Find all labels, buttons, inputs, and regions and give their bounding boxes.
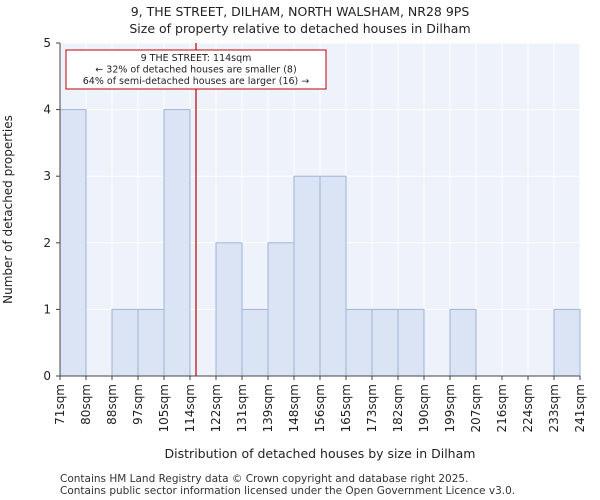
annotation-box [65,49,327,90]
x-tick-label: 216sqm [495,384,509,432]
chart-title-line2: Size of property relative to detached ho… [129,21,471,36]
x-tick-label: 105sqm [157,384,171,432]
x-tick-label: 148sqm [287,384,301,432]
y-tick-label: 0 [43,369,51,383]
x-tick-label: 156sqm [313,384,327,432]
x-tick-label: 182sqm [391,384,405,432]
histogram-bar [553,308,581,377]
y-axis-title: Number of detached properties [1,115,15,304]
histogram-bar [319,175,347,377]
histogram-bar [345,308,373,377]
x-tick-label: 80sqm [79,384,93,425]
x-tick-label: 233sqm [547,384,561,432]
x-tick-label: 122sqm [209,384,223,432]
y-tick-label: 3 [43,169,51,183]
annotation-larger: 64% of semi-detached houses are larger (… [83,76,310,87]
x-tick-label: 190sqm [417,384,431,432]
histogram-bar [293,175,321,377]
footer-copyright: Contains HM Land Registry data © Crown c… [60,473,469,485]
chart-title-line1: 9, THE STREET, DILHAM, NORTH WALSHAM, NR… [130,4,470,19]
histogram-bar [397,308,425,377]
x-tick-label: 207sqm [469,384,483,432]
histogram-bar [371,308,399,377]
y-tick-label: 5 [43,36,51,50]
x-tick-label: 224sqm [521,384,535,432]
histogram-bar [215,242,243,377]
histogram-bar [267,242,295,377]
x-tick-label: 131sqm [235,384,249,432]
annotation-smaller: ← 32% of detached houses are smaller (8) [95,65,296,76]
histogram-bar [241,308,269,377]
histogram-bar [137,308,165,377]
histogram-bar [163,109,191,377]
y-tick-label: 2 [43,236,51,250]
x-tick-label: 173sqm [365,384,379,432]
histogram-chart: 0 1 2 3 4 5 71sqm 80sqm 88sqm 97sqm 105sqm 114sqm 12… [1,36,587,461]
y-tick-label: 1 [43,302,51,316]
x-tick-label: 241sqm [573,384,587,432]
x-tick-label: 199sqm [443,384,457,432]
x-tick-label: 88sqm [105,384,119,425]
x-axis-title: Distribution of detached houses by size … [165,446,476,461]
annotation-title: 9 THE STREET: 114sqm [141,53,252,64]
y-tick-label: 4 [43,103,51,117]
x-tick-label: 114sqm [183,384,197,432]
x-tick-label: 165sqm [339,384,353,432]
footer-licence: Contains public sector information licen… [60,485,516,497]
x-tick-label: 71sqm [53,384,67,425]
histogram-bar [111,308,139,377]
x-tick-label: 97sqm [131,384,145,425]
histogram-bar [449,308,477,377]
histogram-bar [59,109,87,377]
x-tick-label: 139sqm [261,384,275,432]
